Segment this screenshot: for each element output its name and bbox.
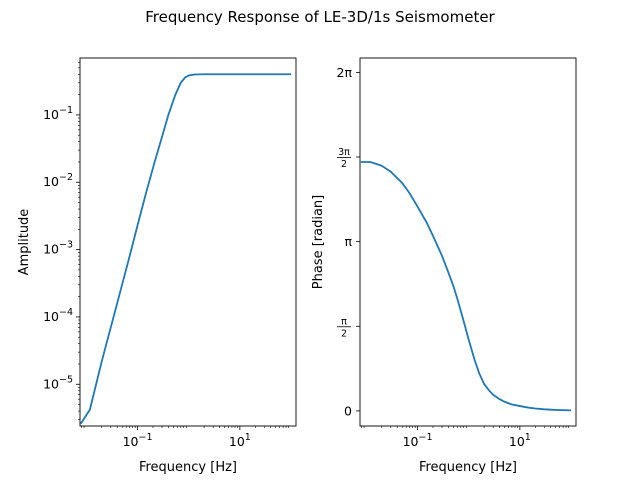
y-tick-label: 3π2 xyxy=(337,147,351,170)
amplitude-y-axis-label: Amplitude xyxy=(17,209,32,276)
svg-text:2: 2 xyxy=(341,328,347,339)
y-tick-label: 2π xyxy=(337,65,353,80)
y-tick-label: 10−2 xyxy=(43,172,73,189)
y-tick-label: 0 xyxy=(344,403,352,418)
x-tick-label: 10−1 xyxy=(403,432,433,449)
phase-axes-frame xyxy=(359,57,577,427)
chart-title: Frequency Response of LE-3D/1s Seismomet… xyxy=(145,8,495,26)
x-tick-label: 101 xyxy=(509,432,531,449)
phase-y-axis-label: Phase [radian] xyxy=(311,195,326,289)
svg-text:3π: 3π xyxy=(338,147,350,158)
amplitude-axes-frame xyxy=(79,57,297,427)
y-tick-label: π2 xyxy=(337,316,351,339)
svg-text:2: 2 xyxy=(341,159,347,170)
y-tick-label: π xyxy=(344,234,352,249)
amplitude-x-axis-label: Frequency [Hz] xyxy=(139,460,237,475)
x-tick-label: 10−1 xyxy=(123,432,153,449)
y-tick-label: 10−3 xyxy=(43,240,73,257)
phase-series-line xyxy=(360,161,572,412)
amplitude-panel: 10−1 101 10−5 10−4 10−3 10−2 10−1 Frequency [H… xyxy=(17,57,297,475)
y-tick-label: 10−4 xyxy=(43,307,73,324)
y-tick-label: 10−5 xyxy=(43,374,73,391)
svg-text:π: π xyxy=(341,316,347,327)
x-tick-label: 101 xyxy=(229,432,251,449)
phase-x-axis-label: Frequency [Hz] xyxy=(419,460,517,475)
amplitude-series-line xyxy=(80,73,292,425)
y-tick-label: 10−1 xyxy=(43,105,73,122)
